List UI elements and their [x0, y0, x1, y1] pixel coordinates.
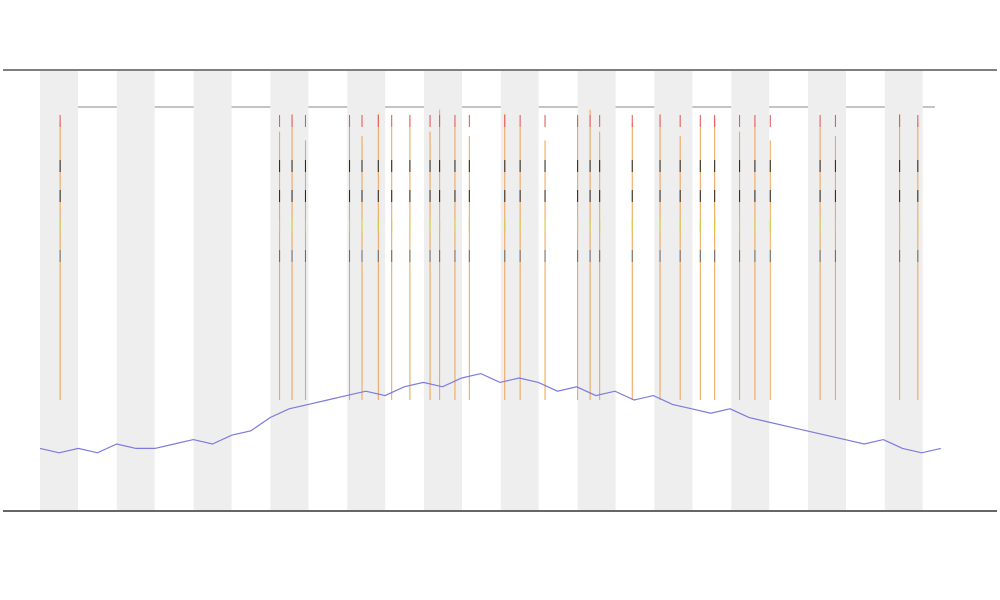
shaded-band: [731, 71, 770, 510]
shaded-band: [884, 71, 923, 510]
plot-area: [39, 109, 941, 454]
shaded-band: [347, 71, 386, 510]
shaded-band: [193, 71, 232, 510]
shaded-band: [270, 71, 309, 510]
shaded-band: [40, 71, 78, 510]
series-line: [39, 372, 941, 454]
shaded-band: [116, 71, 155, 510]
shaded-band: [577, 71, 616, 510]
shaded-band: [808, 71, 846, 510]
shaded-band: [654, 71, 693, 510]
shaded-bands: [40, 71, 923, 510]
